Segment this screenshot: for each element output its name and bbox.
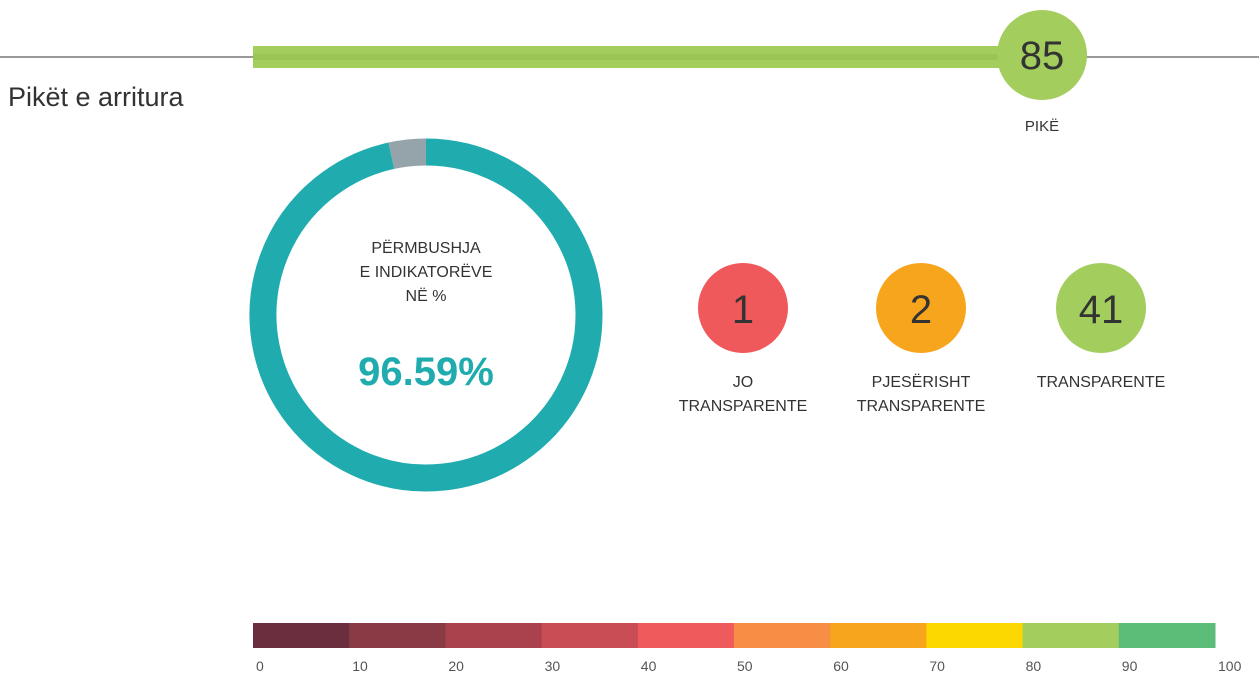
count-value: 1: [732, 288, 754, 332]
donut-caption: NË %: [406, 287, 447, 305]
scale-tick-label: 80: [1026, 658, 1042, 674]
scale-tick-label: 20: [448, 658, 464, 674]
donut-arc: [249, 138, 603, 492]
scale-segment: [926, 623, 1024, 648]
count-bubble: [1056, 263, 1146, 353]
scale-tick-label: 90: [1122, 658, 1138, 674]
scale-segment: [445, 623, 543, 648]
count-label: PJESËRISHT: [872, 373, 971, 391]
scale-tick-label: 50: [737, 658, 753, 674]
count-value: 2: [910, 288, 932, 332]
donut-caption: PËRMBUSHJA: [371, 239, 481, 257]
scale-tick-label: 0: [256, 658, 264, 674]
count-label: JO: [733, 374, 753, 391]
count-bubble: [876, 263, 966, 353]
scale-segment: [734, 623, 831, 648]
score-label: PIKË: [1025, 118, 1059, 135]
score-bar-stripe: [253, 54, 1071, 60]
section-title: Pikët e arritura: [8, 82, 185, 112]
scale-segment: [541, 623, 639, 648]
scale-segment: [830, 623, 927, 648]
count-label: TRANSPARENTE: [1037, 374, 1166, 391]
scale-segment: [637, 623, 735, 648]
count-bubble: [698, 263, 788, 353]
scale-tick-label: 10: [352, 658, 368, 674]
donut-value: 96.59%: [358, 350, 494, 394]
scale-tick-label: 60: [833, 658, 849, 674]
scale-segment: [253, 623, 350, 648]
donut-caption: E INDIKATORËVE: [360, 263, 493, 281]
count-label: TRANSPARENTE: [679, 398, 808, 415]
scale-tick-label: 70: [929, 658, 945, 674]
score-value: 85: [1020, 34, 1065, 78]
scale-tick-label: 100: [1218, 658, 1242, 674]
scale-segment: [349, 623, 446, 648]
count-label: TRANSPARENTE: [857, 398, 986, 415]
donut-remainder: [388, 138, 427, 169]
scale-segment: [1118, 623, 1216, 648]
score-bubble: [997, 10, 1087, 100]
scale-segment: [1022, 623, 1120, 648]
scale-tick-label: 40: [641, 658, 657, 674]
count-value: 41: [1079, 288, 1124, 332]
scale-tick-label: 30: [545, 658, 561, 674]
